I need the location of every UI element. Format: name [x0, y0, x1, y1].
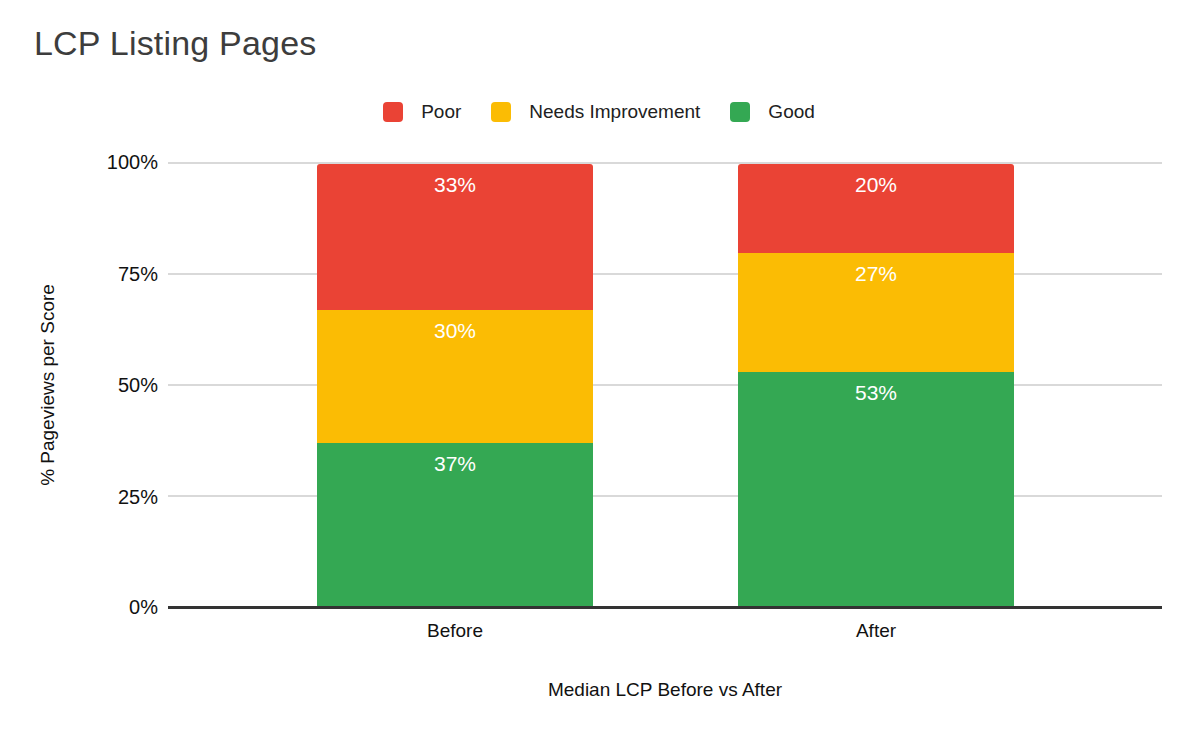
y-tick-50: 50% — [0, 374, 158, 397]
bar-segment-value-label: 37% — [317, 452, 593, 476]
legend-swatch-good — [730, 102, 750, 122]
y-tick-0: 0% — [0, 596, 158, 619]
legend-label-needs-improvement: Needs Improvement — [529, 101, 700, 123]
plot-area: 33% 30% 37% 20% 27% 53% — [168, 163, 1162, 608]
y-tick-100: 100% — [0, 151, 158, 174]
bar-segment-after-needs-improvement: 27% — [738, 253, 1014, 373]
x-axis-line — [168, 606, 1162, 609]
legend-item-needs-improvement: Needs Improvement — [491, 101, 700, 123]
legend-label-poor: Poor — [421, 101, 461, 123]
bar-segment-after-good: 53% — [738, 372, 1014, 607]
legend-label-good: Good — [768, 101, 814, 123]
chart-canvas: LCP Listing Pages Poor Needs Improvement… — [0, 0, 1198, 740]
chart-title: LCP Listing Pages — [34, 24, 317, 63]
legend: Poor Needs Improvement Good — [0, 101, 1198, 123]
stacked-bar-before: 33% 30% 37% — [317, 164, 593, 607]
x-category-before: Before — [355, 620, 555, 642]
bar-segment-before-good: 37% — [317, 443, 593, 607]
x-axis-title: Median LCP Before vs After — [168, 679, 1162, 701]
bar-segment-value-label: 53% — [738, 381, 1014, 405]
x-category-after: After — [776, 620, 976, 642]
legend-swatch-poor — [383, 102, 403, 122]
bar-segment-value-label: 20% — [738, 173, 1014, 197]
bar-segment-value-label: 33% — [317, 173, 593, 197]
y-tick-75: 75% — [0, 263, 158, 286]
bar-segment-value-label: 30% — [317, 319, 593, 343]
y-tick-25: 25% — [0, 486, 158, 509]
bar-segment-after-poor: 20% — [738, 164, 1014, 253]
legend-swatch-needs-improvement — [491, 102, 511, 122]
bar-segment-value-label: 27% — [738, 262, 1014, 286]
legend-item-good: Good — [730, 101, 814, 123]
bar-segment-before-poor: 33% — [317, 164, 593, 310]
bar-segment-before-needs-improvement: 30% — [317, 310, 593, 443]
legend-item-poor: Poor — [383, 101, 461, 123]
y-axis-title: % Pageviews per Score — [37, 284, 59, 486]
stacked-bar-after: 20% 27% 53% — [738, 164, 1014, 607]
